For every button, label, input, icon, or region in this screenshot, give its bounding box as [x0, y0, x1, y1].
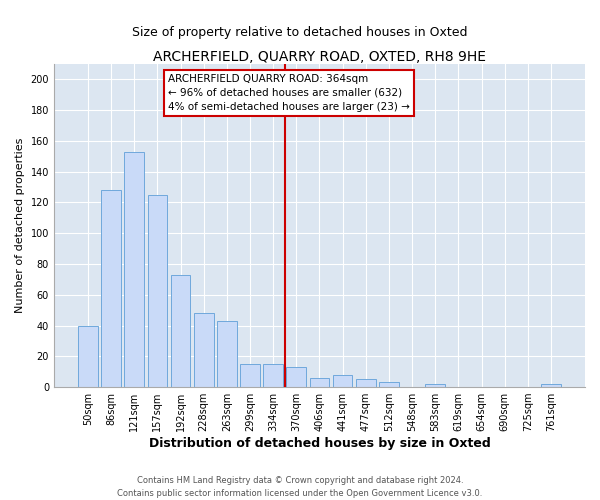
- Bar: [541, 384, 561, 387]
- Y-axis label: Number of detached properties: Number of detached properties: [15, 138, 25, 313]
- Bar: [170, 275, 190, 387]
- Bar: [310, 378, 329, 387]
- Bar: [148, 195, 167, 387]
- Bar: [124, 152, 144, 387]
- Bar: [194, 313, 214, 387]
- X-axis label: Distribution of detached houses by size in Oxted: Distribution of detached houses by size …: [149, 437, 490, 450]
- Text: Contains HM Land Registry data © Crown copyright and database right 2024.
Contai: Contains HM Land Registry data © Crown c…: [118, 476, 482, 498]
- Bar: [286, 367, 306, 387]
- Bar: [101, 190, 121, 387]
- Bar: [78, 326, 98, 387]
- Bar: [425, 384, 445, 387]
- Bar: [263, 364, 283, 387]
- Bar: [379, 382, 399, 387]
- Title: ARCHERFIELD, QUARRY ROAD, OXTED, RH8 9HE: ARCHERFIELD, QUARRY ROAD, OXTED, RH8 9HE: [153, 50, 486, 64]
- Text: Size of property relative to detached houses in Oxted: Size of property relative to detached ho…: [132, 26, 468, 39]
- Text: ARCHERFIELD QUARRY ROAD: 364sqm
← 96% of detached houses are smaller (632)
4% of: ARCHERFIELD QUARRY ROAD: 364sqm ← 96% of…: [168, 74, 410, 112]
- Bar: [356, 380, 376, 387]
- Bar: [240, 364, 260, 387]
- Bar: [217, 321, 236, 387]
- Bar: [333, 375, 352, 387]
